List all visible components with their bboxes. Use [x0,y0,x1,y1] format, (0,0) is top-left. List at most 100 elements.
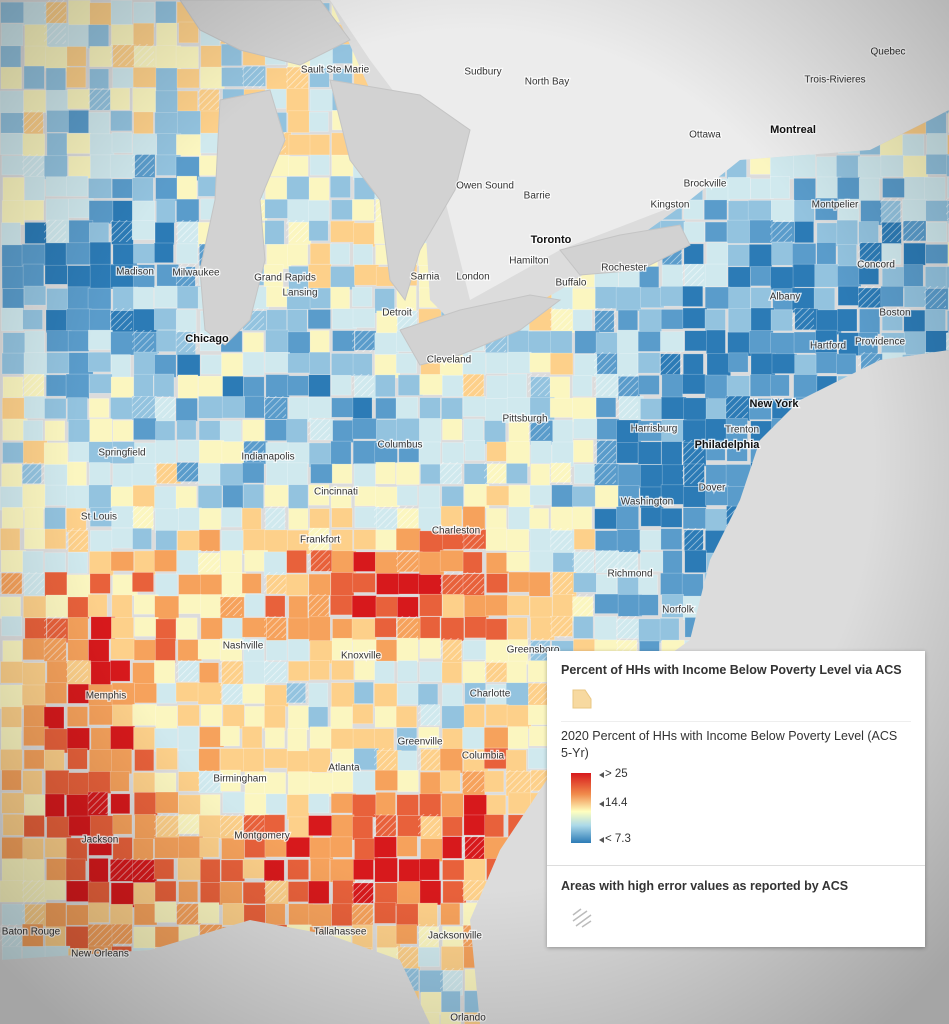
county [65,373,90,399]
county [88,308,111,334]
county [637,331,663,352]
high-error-hatch [22,572,44,594]
high-error-hatch [858,286,880,308]
county [200,704,223,727]
county [66,397,88,423]
county [175,397,198,422]
high-error-hatch [594,374,616,396]
county [43,879,66,901]
county [287,353,312,374]
county [66,574,92,598]
county [529,596,553,620]
county [177,857,202,881]
city-label: Pittsburgh [502,414,547,425]
county [1,903,26,926]
high-error-hatch [220,682,242,704]
county [331,353,355,377]
county [329,243,351,265]
county [155,0,177,24]
county [133,286,154,312]
county [375,596,402,618]
county [352,572,376,593]
county [24,222,47,244]
county [155,705,178,732]
county [551,484,574,509]
city-label: Trois-Rivieres [804,75,865,86]
city-label: Grand Rapids [254,273,316,284]
county [836,154,861,180]
county [68,441,92,462]
county [1,858,27,883]
county [462,640,489,661]
county [439,770,461,792]
county [661,374,683,400]
county [308,616,331,642]
county [727,331,753,357]
high-error-hatch [242,66,264,88]
county [684,330,710,352]
city-label: Cincinnati [314,487,358,498]
county [133,351,159,377]
county [88,639,110,665]
county [549,352,574,375]
county [836,353,857,375]
county [530,440,552,464]
city-label: Nashville [223,641,264,652]
county [110,725,136,751]
county [288,508,309,530]
county [176,420,197,441]
county [133,639,159,661]
county [45,309,70,334]
county [23,352,49,378]
county [925,266,949,289]
county [837,285,859,306]
county [661,441,683,466]
county [442,859,466,881]
county [375,792,396,816]
county [286,176,310,201]
county [44,242,67,267]
county [89,68,110,90]
county [374,551,400,574]
county [573,418,597,439]
county [396,835,418,857]
county [110,551,134,572]
county [133,243,156,264]
county [155,573,178,599]
county [638,375,660,395]
high-error-hatch [616,616,638,638]
county [440,505,463,527]
county [265,640,288,661]
county [21,684,47,706]
county [308,815,334,836]
county [484,770,505,793]
county [375,486,400,508]
city-label: Brockville [684,179,727,190]
county [329,858,356,883]
high-error-hatch [308,418,330,440]
county [486,441,509,462]
county [419,616,441,641]
county [837,308,858,332]
high-error-hatch [132,154,154,176]
county [0,1,26,24]
county [684,549,707,573]
high-error-hatch [66,528,88,550]
county [792,263,816,288]
county [571,506,593,530]
high-error-hatch [44,638,66,660]
county [309,508,330,530]
county [264,748,288,769]
city-label: Philadelphia [695,439,761,451]
county [154,285,178,308]
city-label: Springfield [98,448,145,459]
high-error-hatch [550,308,572,330]
county [507,373,528,399]
county [132,772,157,794]
county [89,418,113,443]
county [132,704,157,726]
county [197,902,220,924]
city-label: Lansing [282,288,317,299]
county [111,617,134,639]
county [640,398,663,420]
